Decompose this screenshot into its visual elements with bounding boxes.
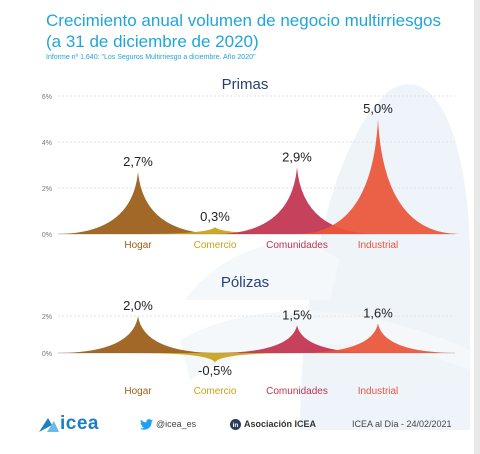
polizas-spike-hogar [56, 316, 220, 353]
icea-logo: icea [38, 413, 99, 434]
watermark-logo [180, 84, 470, 431]
linkedin-account[interactable]: in Asociación ICEA [230, 414, 316, 434]
primas-spike-comercio [133, 227, 297, 234]
primas-panel: Primas 0% 2% 4% 6% 2,7% Hogar 0,3% Comercio 2,9% C… [42, 76, 460, 251]
polizas-value-label-comercio: -0,5% [198, 363, 232, 378]
primas-category-label-comunidades: Comunidades [266, 240, 328, 251]
icea-logo-text: icea [60, 413, 99, 434]
primas-y-tick-label: 4% [42, 140, 52, 147]
primas-y-tick-label: 2% [42, 186, 52, 193]
primas-category-label-comercio: Comercio [194, 240, 237, 251]
primas-value-label-comunidades: 2,9% [282, 149, 312, 164]
twitter-handle-text: @icea_es [156, 419, 197, 429]
primas-y-tick-label: 0% [42, 232, 52, 239]
title-line-1: Crecimiento anual volumen de negocio mul… [46, 11, 441, 30]
primas-category-label-industrial: Industrial [358, 240, 399, 251]
primas-value-label-industrial: 5,0% [363, 101, 393, 116]
polizas-category-label-comunidades: Comunidades [266, 386, 328, 397]
primas-spike-comunidades [215, 167, 379, 234]
twitter-handle[interactable]: @icea_es [140, 414, 196, 434]
publication-date: ICEA al Día - 24/02/2021 [352, 419, 452, 429]
polizas-category-label-comercio: Comercio [194, 386, 237, 397]
polizas-y-tick-label: 0% [42, 351, 52, 358]
primas-spike-hogar [56, 171, 220, 234]
title-line-2: (a 31 de diciembre de 2020) [46, 32, 259, 51]
primas-title: Primas [222, 76, 269, 93]
polizas-spike-industrial [296, 323, 460, 353]
polizas-title: Pólizas [221, 274, 269, 291]
page-subtitle: Informe nº 1.640: "Los Seguros Multirrie… [46, 54, 256, 61]
page-title: Crecimiento anual volumen de negocio mul… [46, 10, 441, 52]
svg-text:in: in [233, 421, 239, 428]
linkedin-icon: in [230, 418, 241, 430]
twitter-icon [140, 418, 153, 430]
polizas-category-label-hogar: Hogar [124, 386, 152, 397]
primas-value-label-comercio: 0,3% [200, 209, 230, 224]
primas-value-label-hogar: 2,7% [123, 154, 153, 169]
polizas-y-tick-label: 2% [42, 314, 52, 321]
primas-category-label-hogar: Hogar [124, 240, 152, 251]
polizas-value-label-industrial: 1,6% [363, 305, 393, 320]
primas-y-tick-label: 6% [42, 94, 52, 101]
icea-logo-icon [39, 418, 59, 432]
polizas-spike-comunidades [215, 325, 379, 353]
polizas-category-label-industrial: Industrial [358, 386, 399, 397]
linkedin-account-text: Asociación ICEA [244, 419, 317, 429]
polizas-spike-comercio [133, 353, 297, 363]
polizas-panel: Pólizas 0% 2% 2,0% Hogar -0,5% Comercio 1,5% Com… [42, 274, 460, 397]
polizas-value-label-hogar: 2,0% [123, 298, 153, 313]
page-edge [474, 0, 480, 454]
polizas-value-label-comunidades: 1,5% [282, 307, 312, 322]
primas-spike-industrial [296, 119, 460, 234]
